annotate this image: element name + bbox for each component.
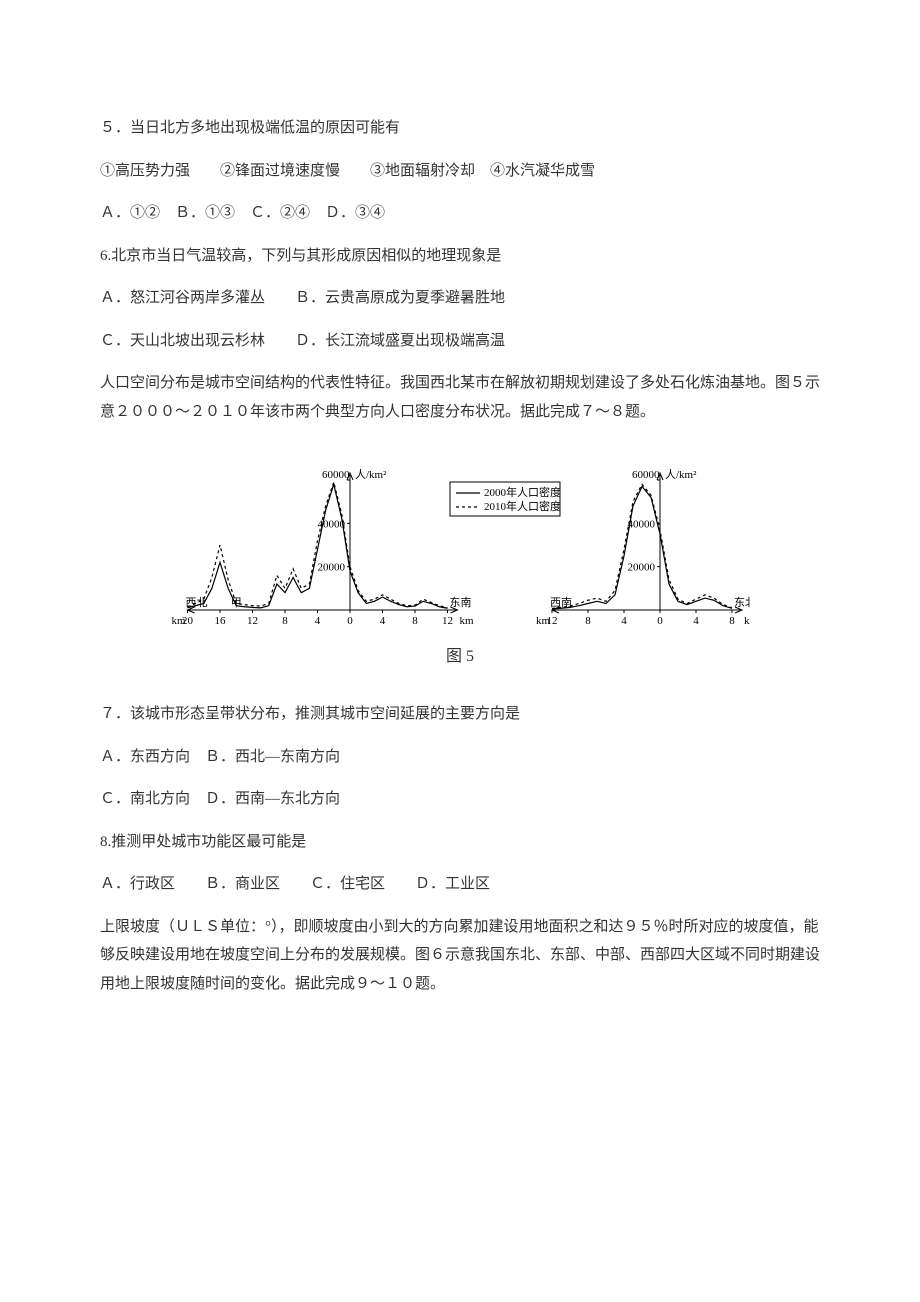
svg-text:8: 8 — [729, 615, 735, 627]
q7-options-cd: Ｃ．南北方向 Ｄ．西南—东北方向 — [100, 785, 820, 814]
q6-options-ab: Ａ．怒江河谷两岸多灌丛 Ｂ．云贵高原成为夏季避暑胜地 — [100, 284, 820, 313]
figure-5: 200004000060000人/km²2016128404812西北km东南k… — [170, 450, 750, 672]
svg-text:东北: 东北 — [734, 596, 750, 609]
q6-stem: 6.北京市当日气温较高，下列与其形成原因相似的地理现象是 — [100, 242, 820, 271]
svg-text:2000年人口密度: 2000年人口密度 — [484, 485, 561, 499]
svg-text:km: km — [460, 615, 475, 627]
svg-text:12: 12 — [442, 615, 453, 627]
svg-text:人/km²: 人/km² — [355, 468, 387, 481]
q7-options-ab: Ａ．东西方向 Ｂ．西北—东南方向 — [100, 743, 820, 772]
passage-9-10: 上限坡度（ＵＬＳ单位：°），即顺坡度由小到大的方向累加建设用地面积之和达９５％时… — [100, 913, 820, 999]
svg-text:40000: 40000 — [628, 518, 656, 530]
svg-text:2010年人口密度: 2010年人口密度 — [484, 499, 561, 513]
svg-text:16: 16 — [215, 615, 227, 627]
figure-5-caption: 图 5 — [170, 642, 750, 672]
svg-text:4: 4 — [693, 615, 699, 627]
svg-text:0: 0 — [347, 615, 353, 627]
svg-text:4: 4 — [315, 615, 321, 627]
q5-stem: ５．当日北方多地出现极端低温的原因可能有 — [100, 114, 820, 143]
svg-text:0: 0 — [657, 615, 663, 627]
svg-text:8: 8 — [585, 615, 591, 627]
svg-text:km: km — [536, 615, 551, 627]
svg-text:东南: 东南 — [450, 596, 472, 609]
svg-text:km: km — [171, 615, 186, 627]
q6-options-cd: Ｃ．天山北坡出现云杉林 Ｄ．长江流域盛夏出现极端高温 — [100, 327, 820, 356]
q8-options: Ａ．行政区 Ｂ．商业区 Ｃ．住宅区 Ｄ．工业区 — [100, 870, 820, 899]
q5-options-letters: Ａ．①② Ｂ．①③ Ｃ．②④ Ｄ．③④ — [100, 199, 820, 228]
q8-stem: 8.推测甲处城市功能区最可能是 — [100, 828, 820, 857]
svg-text:20000: 20000 — [628, 562, 656, 574]
svg-text:20000: 20000 — [318, 562, 346, 574]
svg-text:12: 12 — [247, 615, 258, 627]
q5-options-numbered: ①高压势力强 ②锋面过境速度慢 ③地面辐射冷却 ④水汽凝华成雪 — [100, 157, 820, 186]
svg-text:60000: 60000 — [632, 469, 660, 481]
passage-7-8: 人口空间分布是城市空间结构的代表性特征。我国西北某市在解放初期规划建设了多处石化… — [100, 369, 820, 426]
svg-text:8: 8 — [412, 615, 418, 627]
svg-text:4: 4 — [621, 615, 627, 627]
svg-text:60000: 60000 — [322, 469, 350, 481]
q7-stem: ７．该城市形态呈带状分布，推测其城市空间延展的主要方向是 — [100, 700, 820, 729]
figure-5-svg: 200004000060000人/km²2016128404812西北km东南k… — [170, 450, 750, 640]
svg-text:人/km²: 人/km² — [665, 468, 697, 481]
svg-text:8: 8 — [282, 615, 288, 627]
svg-text:4: 4 — [380, 615, 386, 627]
svg-text:km: km — [744, 615, 750, 627]
